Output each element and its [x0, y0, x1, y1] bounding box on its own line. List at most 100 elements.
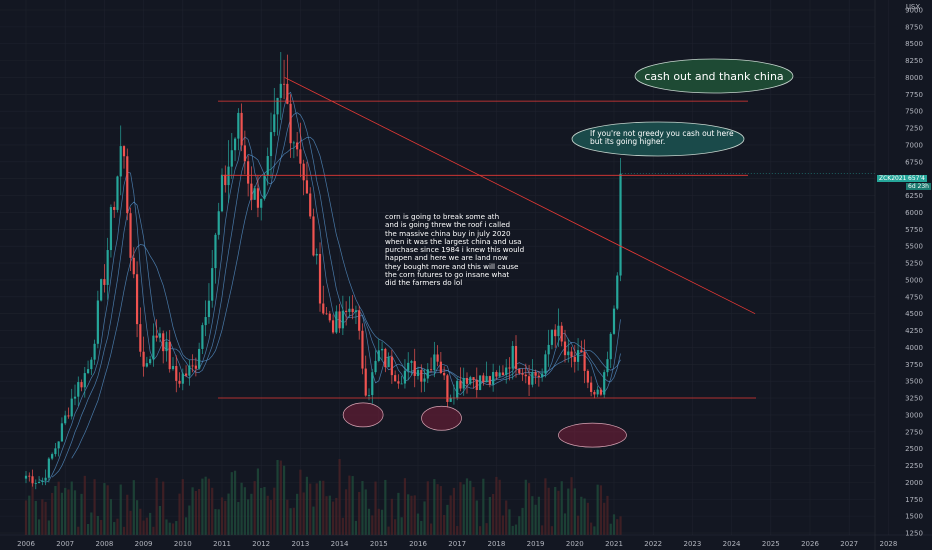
candle-body	[429, 369, 433, 371]
candle-body	[191, 365, 194, 367]
volume-bar	[449, 495, 452, 535]
volume-bar	[250, 493, 253, 535]
candle-body	[390, 356, 393, 376]
candle-body	[580, 350, 583, 353]
candle-body	[276, 97, 279, 115]
candle-body	[100, 279, 103, 301]
price-tick: 8000	[905, 74, 923, 82]
candle-body	[501, 372, 505, 376]
candle-body	[204, 317, 207, 326]
candle-body	[521, 373, 524, 375]
volume-bar	[269, 500, 273, 535]
last-price-tag: 657'4	[906, 175, 927, 182]
volume-bar	[367, 508, 371, 535]
price-tick: 6750	[905, 158, 923, 166]
volume-bar	[106, 485, 109, 535]
candle-body	[488, 376, 491, 385]
candle-body	[139, 324, 142, 352]
volume-bar	[93, 479, 96, 535]
candle-body	[586, 370, 589, 383]
candle-body	[162, 333, 165, 352]
candle-body	[609, 333, 612, 360]
volume-bar	[361, 481, 364, 535]
candle-body	[567, 351, 570, 356]
price-tick: 3000	[905, 411, 923, 419]
volume-bar	[518, 516, 521, 535]
volume-bar	[289, 508, 292, 535]
price-tick: 2000	[905, 479, 923, 487]
candle-body	[331, 320, 335, 333]
volume-bar	[433, 479, 436, 535]
volume-bar	[505, 500, 508, 535]
candle-body	[83, 373, 86, 388]
volume-bar	[315, 483, 318, 535]
candle-body	[67, 415, 70, 417]
volume-bar	[439, 486, 442, 535]
volume-bar	[351, 476, 354, 535]
candle-body	[374, 360, 377, 373]
candle-body	[443, 372, 446, 376]
candle-body	[155, 335, 158, 338]
candle-body	[465, 378, 469, 384]
volume-bar	[570, 477, 573, 535]
candle-body	[132, 257, 135, 275]
countdown-tag: 6d 23h	[906, 183, 931, 190]
candle-body	[263, 175, 266, 199]
volume-bar	[178, 493, 181, 535]
candle-body	[106, 250, 109, 285]
volume-bar	[619, 516, 622, 535]
volume-bar	[80, 493, 83, 535]
volume-bar	[129, 510, 132, 535]
candle-body	[338, 311, 341, 329]
candle-body	[472, 377, 475, 380]
volume-bar	[609, 523, 612, 535]
candle-body	[302, 163, 305, 181]
candle-body	[433, 354, 436, 371]
volume-bar	[57, 481, 60, 535]
volume-bar	[616, 519, 619, 535]
candle-body	[119, 146, 122, 177]
volume-bar	[397, 492, 400, 535]
candle-body	[31, 476, 34, 484]
volume-bar	[230, 472, 233, 535]
downtrend-line	[284, 77, 756, 315]
candle-body	[273, 114, 276, 133]
volume-bar	[612, 514, 616, 535]
volume-bar	[416, 513, 420, 535]
candle-body	[478, 375, 482, 390]
volume-bar	[51, 492, 54, 535]
volume-bar	[126, 494, 129, 535]
candle-body	[224, 174, 227, 186]
volume-bar	[580, 496, 583, 535]
volume-bar	[233, 470, 237, 535]
candle-body	[286, 83, 289, 104]
volume-bar	[237, 502, 240, 535]
candle-body	[207, 300, 211, 318]
volume-bar	[220, 497, 224, 535]
candle-body	[498, 372, 501, 377]
candle-body	[266, 156, 269, 176]
candle-body	[194, 365, 197, 369]
volume-bar	[155, 477, 158, 535]
support-ellipse	[558, 422, 627, 448]
volume-bar	[498, 479, 501, 535]
volume-bar	[139, 508, 142, 535]
candle-body	[243, 145, 246, 162]
time-tick: 2017	[448, 540, 466, 548]
moving-average-line	[38, 91, 621, 483]
volume-bar	[606, 495, 609, 535]
candle-body	[34, 483, 37, 484]
volume-bar	[266, 495, 269, 535]
candle-body	[475, 379, 478, 390]
candle-body	[165, 341, 168, 352]
candle-body	[64, 415, 67, 424]
price-tick: 4250	[905, 327, 923, 335]
volume-bar	[282, 465, 286, 535]
candle-body	[550, 329, 554, 345]
candle-body	[227, 166, 230, 186]
volume-bar	[456, 526, 459, 535]
candle-body	[603, 372, 606, 395]
volume-bar	[557, 490, 560, 535]
candle-body	[354, 310, 358, 313]
